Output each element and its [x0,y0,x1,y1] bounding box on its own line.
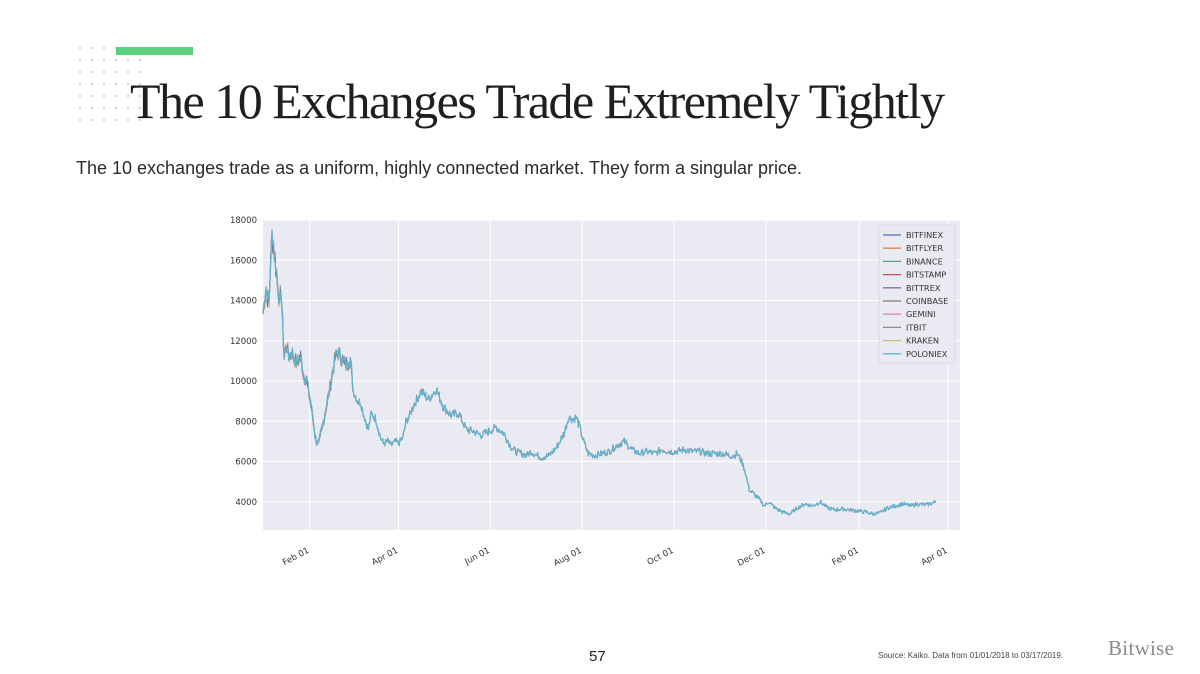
chart-container: 4000 6000 8000 10000 12000 14000 16000 18000 Feb… [212,212,972,592]
x-tick-label: Jun 01 [462,546,491,568]
source-note: Source: Kaiko. Data from 01/01/2018 to 0… [878,651,1064,660]
slide-subtitle: The 10 exchanges trade as a uniform, hig… [76,158,803,178]
legend-label-poloniex: POLONIEX [906,349,948,359]
y-tick-label: 18000 [230,216,257,226]
y-tick-label: 10000 [230,377,257,387]
plot-background [263,220,960,530]
y-tick-label: 16000 [230,256,257,266]
brand-logo: Bitwise [1108,636,1175,660]
x-tick-label: Apr 01 [920,546,950,568]
y-tick-label: 4000 [235,498,257,508]
legend-label-kraken: KRAKEN [906,336,939,346]
legend-label-bittrex: BITTREX [906,283,941,293]
y-tick-label: 8000 [235,417,257,427]
x-tick-label: Apr 01 [370,546,400,568]
decorative-dot-grid [74,42,144,122]
legend-label-binance: BINANCE [906,256,943,266]
x-tick-label: Dec 01 [736,546,767,569]
y-tick-label: 14000 [230,297,257,307]
price-chart: 4000 6000 8000 10000 12000 14000 16000 18000 Feb… [230,216,960,569]
legend-label-bitstamp: BITSTAMP [906,270,946,280]
legend-label-bitflyer: BITFLYER [906,243,943,253]
x-tick-label: Aug 01 [552,546,583,569]
legend-label-coinbase: COINBASE [906,296,948,306]
x-tick-label: Feb 01 [831,546,861,568]
legend-label-bitfinex: BITFINEX [906,230,943,240]
y-tick-label: 6000 [235,458,257,468]
legend-label-itbit: ITBIT [906,322,927,332]
legend-box [878,224,956,364]
series-line-poloniex [262,229,937,516]
page-number: 57 [589,648,606,665]
x-tick-label: Oct 01 [646,546,676,568]
y-tick-label: 12000 [230,337,257,347]
legend-label-gemini: GEMINI [906,309,936,319]
slide-title: The 10 Exchanges Trade Extremely Tightly [130,73,945,129]
accent-bar [116,47,193,55]
x-tick-label: Feb 01 [281,546,311,568]
